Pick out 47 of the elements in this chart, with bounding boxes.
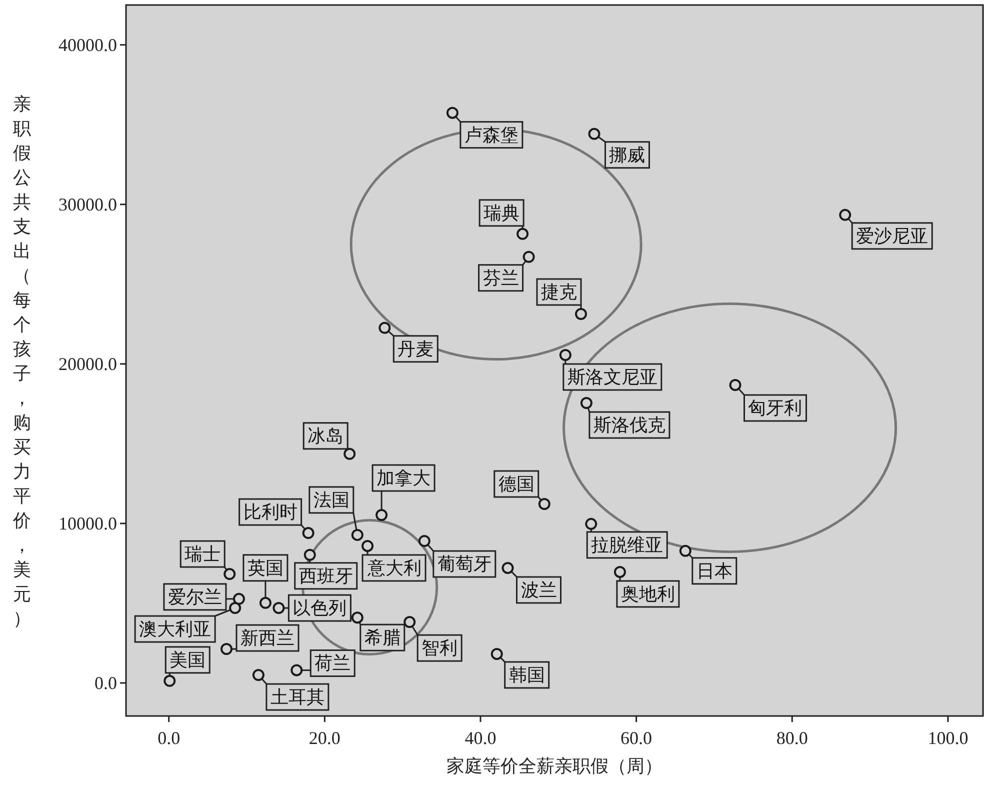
annotation: 挪威 bbox=[609, 144, 646, 165]
annotation: 以色列 bbox=[292, 598, 347, 618]
y-tick-label: 30000.0 bbox=[58, 194, 117, 214]
annotation: 日本 bbox=[696, 560, 732, 581]
annotation: 希腊 bbox=[364, 628, 400, 648]
x-tick-label: 20.0 bbox=[308, 728, 340, 748]
annotation: 韩国 bbox=[508, 664, 545, 685]
x-tick-label: 40.0 bbox=[464, 728, 496, 748]
x-tick-label: 80.0 bbox=[776, 728, 808, 748]
annotation: 奥地利 bbox=[620, 584, 675, 604]
annotation: 澳大利亚 bbox=[139, 619, 212, 639]
y-tick-label: 10000.0 bbox=[58, 513, 117, 534]
y-tick-label: 40000.0 bbox=[58, 34, 117, 55]
annotation: 爱沙尼亚 bbox=[856, 226, 928, 246]
x-axis-title: 家庭等价全薪亲职假（周） bbox=[446, 756, 662, 776]
annotation: 荷兰 bbox=[314, 653, 351, 674]
annotation: 美国 bbox=[170, 650, 206, 670]
annotation: 德国 bbox=[498, 474, 534, 494]
annotation: 智利 bbox=[422, 638, 458, 658]
annotation: 波兰 bbox=[520, 580, 557, 600]
annotation: 西班牙 bbox=[298, 566, 353, 586]
annotation: 瑞士 bbox=[184, 544, 221, 564]
annotation: 比利时 bbox=[243, 502, 298, 522]
annotation: 芬兰 bbox=[482, 268, 519, 288]
x-tick-label: 100.0 bbox=[928, 728, 968, 748]
annotation: 捷克 bbox=[540, 282, 577, 302]
annotation: 卢森堡 bbox=[464, 124, 518, 145]
x-tick-label: 60.0 bbox=[620, 728, 652, 748]
annotation: 斯洛伐克 bbox=[593, 415, 666, 436]
y-axis-title: 亲职假公共支出（每个孩子，购买力平价，美元） bbox=[13, 94, 31, 628]
annotation: 斯洛文尼亚 bbox=[567, 366, 658, 387]
y-tick-label: 20000.0 bbox=[58, 354, 117, 374]
annotation: 葡萄牙 bbox=[437, 554, 492, 574]
annotation: 爱尔兰 bbox=[168, 586, 222, 607]
y-tick-label: 0.0 bbox=[94, 672, 117, 693]
annotation: 瑞典 bbox=[484, 202, 520, 223]
annotation: 丹麦 bbox=[398, 338, 434, 359]
annotation: 法国 bbox=[313, 490, 350, 510]
annotation: 意大利 bbox=[366, 558, 422, 578]
annotation: 拉脱维亚 bbox=[591, 534, 664, 555]
annotation: 土耳其 bbox=[270, 687, 324, 707]
annotation: 新西兰 bbox=[240, 628, 295, 648]
annotation: 匈牙利 bbox=[748, 398, 802, 418]
annotation: 冰岛 bbox=[308, 426, 344, 446]
annotation: 英国 bbox=[247, 558, 284, 578]
x-tick-label: 0.0 bbox=[158, 728, 180, 748]
annotation: 加拿大 bbox=[376, 468, 431, 488]
